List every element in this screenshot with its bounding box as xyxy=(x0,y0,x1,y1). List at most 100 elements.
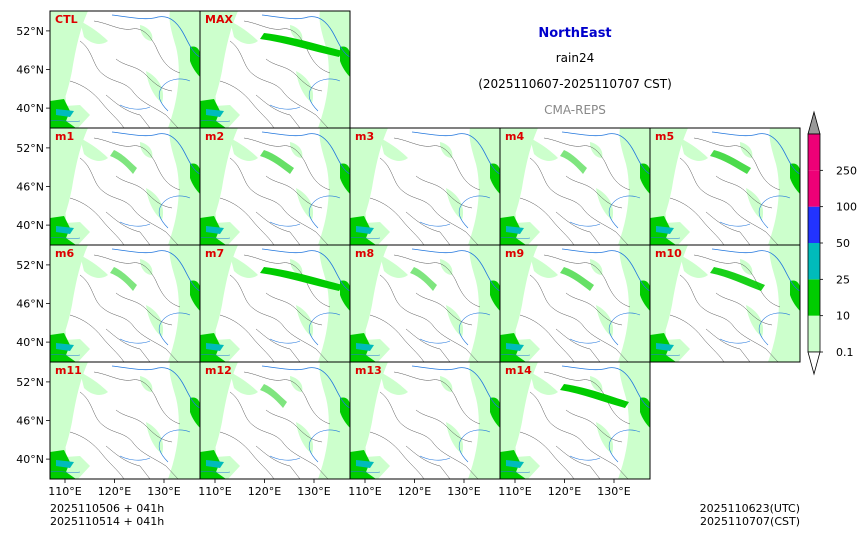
lat-tick-label: 46°N xyxy=(16,64,44,77)
lat-tick-label: 52°N xyxy=(16,142,44,155)
chart-title: NorthEast xyxy=(538,26,611,41)
panel-label: m3 xyxy=(355,130,374,143)
heavy-rain-band xyxy=(260,33,343,57)
colorbar-segment-10 xyxy=(808,279,820,316)
colorbar-segment-top xyxy=(808,134,820,171)
colorbar-segment-50 xyxy=(808,206,820,243)
map-panel-m8: m8 xyxy=(349,244,501,363)
lon-tick-label: 120°E xyxy=(398,485,431,498)
panel-map xyxy=(350,245,500,362)
lat-tick-label: 52°N xyxy=(16,376,44,389)
map-panel-ctl: CTL xyxy=(49,10,201,129)
colorbar-max-arrow xyxy=(807,110,821,135)
lon-tick-label: 120°E xyxy=(248,485,281,498)
panel-map xyxy=(200,362,350,479)
map-panel-m14: m14 xyxy=(499,361,651,480)
panel-map xyxy=(650,128,800,245)
panel-label: m9 xyxy=(505,247,524,260)
map-panel-m4: m4 xyxy=(499,127,651,246)
heavy-rain-band xyxy=(560,150,587,174)
panel-map xyxy=(500,362,650,479)
footer-valid-utc: 2025110623(UTC) xyxy=(700,502,800,515)
lon-tick-label: 130°E xyxy=(447,485,480,498)
lat-tick-label: 46°N xyxy=(16,298,44,311)
heavy-rain-band xyxy=(410,267,437,291)
panel-label: m1 xyxy=(55,130,74,143)
lon-tick-label: 130°E xyxy=(597,485,630,498)
model-label: CMA-REPS xyxy=(544,103,606,117)
footer-valid-cst: 2025110707(CST) xyxy=(700,515,800,528)
heavy-rain-band xyxy=(110,267,137,291)
panel-map xyxy=(500,128,650,245)
colorbar-label-0.1: 0.1 xyxy=(836,346,854,359)
colorbar-label-10: 10 xyxy=(836,310,850,323)
colorbar-label-250: 250 xyxy=(836,164,857,177)
colorbar-segment-0.1 xyxy=(808,315,820,352)
map-panel-m7: m7 xyxy=(199,244,351,363)
panel-label: m7 xyxy=(205,247,224,260)
panel-map xyxy=(50,245,200,362)
panel-map xyxy=(650,245,800,362)
map-panel-m3: m3 xyxy=(349,127,501,246)
lon-tick-label: 110°E xyxy=(198,485,231,498)
colorbar-label-100: 100 xyxy=(836,201,857,214)
panel-map xyxy=(200,245,350,362)
colorbar-label-25: 25 xyxy=(836,273,850,286)
panel-label: m10 xyxy=(655,247,682,260)
map-panel-m12: m12 xyxy=(199,361,351,480)
lon-tick-label: 120°E xyxy=(548,485,581,498)
panel-map xyxy=(200,128,350,245)
map-panel-m5: m5 xyxy=(649,127,801,246)
panel-map xyxy=(50,128,200,245)
panel-label: m13 xyxy=(355,364,382,377)
map-panel-m13: m13 xyxy=(349,361,501,480)
colorbar-min-arrow xyxy=(807,351,821,376)
footer-init-time-2: 2025110514 + 041h xyxy=(50,515,164,528)
panel-label: m5 xyxy=(655,130,674,143)
map-panel-m2: m2 xyxy=(199,127,351,246)
lat-tick-label: 40°N xyxy=(16,453,44,466)
lat-tick-label: 52°N xyxy=(16,25,44,38)
panel-label: m8 xyxy=(355,247,374,260)
map-panel-m11: m11 xyxy=(49,361,201,480)
panel-frame xyxy=(649,244,801,363)
colorbar-label-50: 50 xyxy=(836,237,850,250)
colorbar-segment-100 xyxy=(808,170,820,207)
heavy-rain-band xyxy=(260,267,343,291)
lon-tick-label: 110°E xyxy=(498,485,531,498)
panel-frame xyxy=(499,361,651,480)
footer-init-time-1: 2025110506 + 041h xyxy=(50,502,164,515)
lon-tick-label: 110°E xyxy=(48,485,81,498)
lat-tick-label: 46°N xyxy=(16,181,44,194)
lat-tick-label: 40°N xyxy=(16,336,44,349)
panel-label: CTL xyxy=(55,13,78,26)
lon-tick-label: 110°E xyxy=(348,485,381,498)
heavy-rain-band xyxy=(260,384,287,408)
map-panel-m10: m10 xyxy=(649,244,801,363)
map-panel-max: MAX xyxy=(199,10,351,129)
heavy-rain-band xyxy=(260,150,294,174)
heavy-rain-band xyxy=(560,267,594,291)
map-panel-m9: m9 xyxy=(499,244,651,363)
panel-label: m14 xyxy=(505,364,532,377)
period-label: (2025110607-2025110707 CST) xyxy=(478,77,672,91)
heavy-rain-band xyxy=(560,384,629,408)
lat-tick-label: 52°N xyxy=(16,259,44,272)
lat-tick-label: 46°N xyxy=(16,415,44,428)
lat-tick-label: 40°N xyxy=(16,102,44,115)
colorbar-segment-25 xyxy=(808,243,820,280)
heavy-rain-band xyxy=(710,267,765,291)
lon-tick-label: 130°E xyxy=(297,485,330,498)
panel-label: MAX xyxy=(205,13,233,26)
panel-label: m11 xyxy=(55,364,82,377)
lon-tick-label: 120°E xyxy=(98,485,131,498)
panel-label: m12 xyxy=(205,364,232,377)
panel-map xyxy=(200,11,350,128)
panel-map xyxy=(500,245,650,362)
map-panel-m6: m6 xyxy=(49,244,201,363)
lat-tick-label: 40°N xyxy=(16,219,44,232)
lon-tick-label: 130°E xyxy=(147,485,180,498)
variable-label: rain24 xyxy=(556,51,595,65)
panel-label: m4 xyxy=(505,130,524,143)
